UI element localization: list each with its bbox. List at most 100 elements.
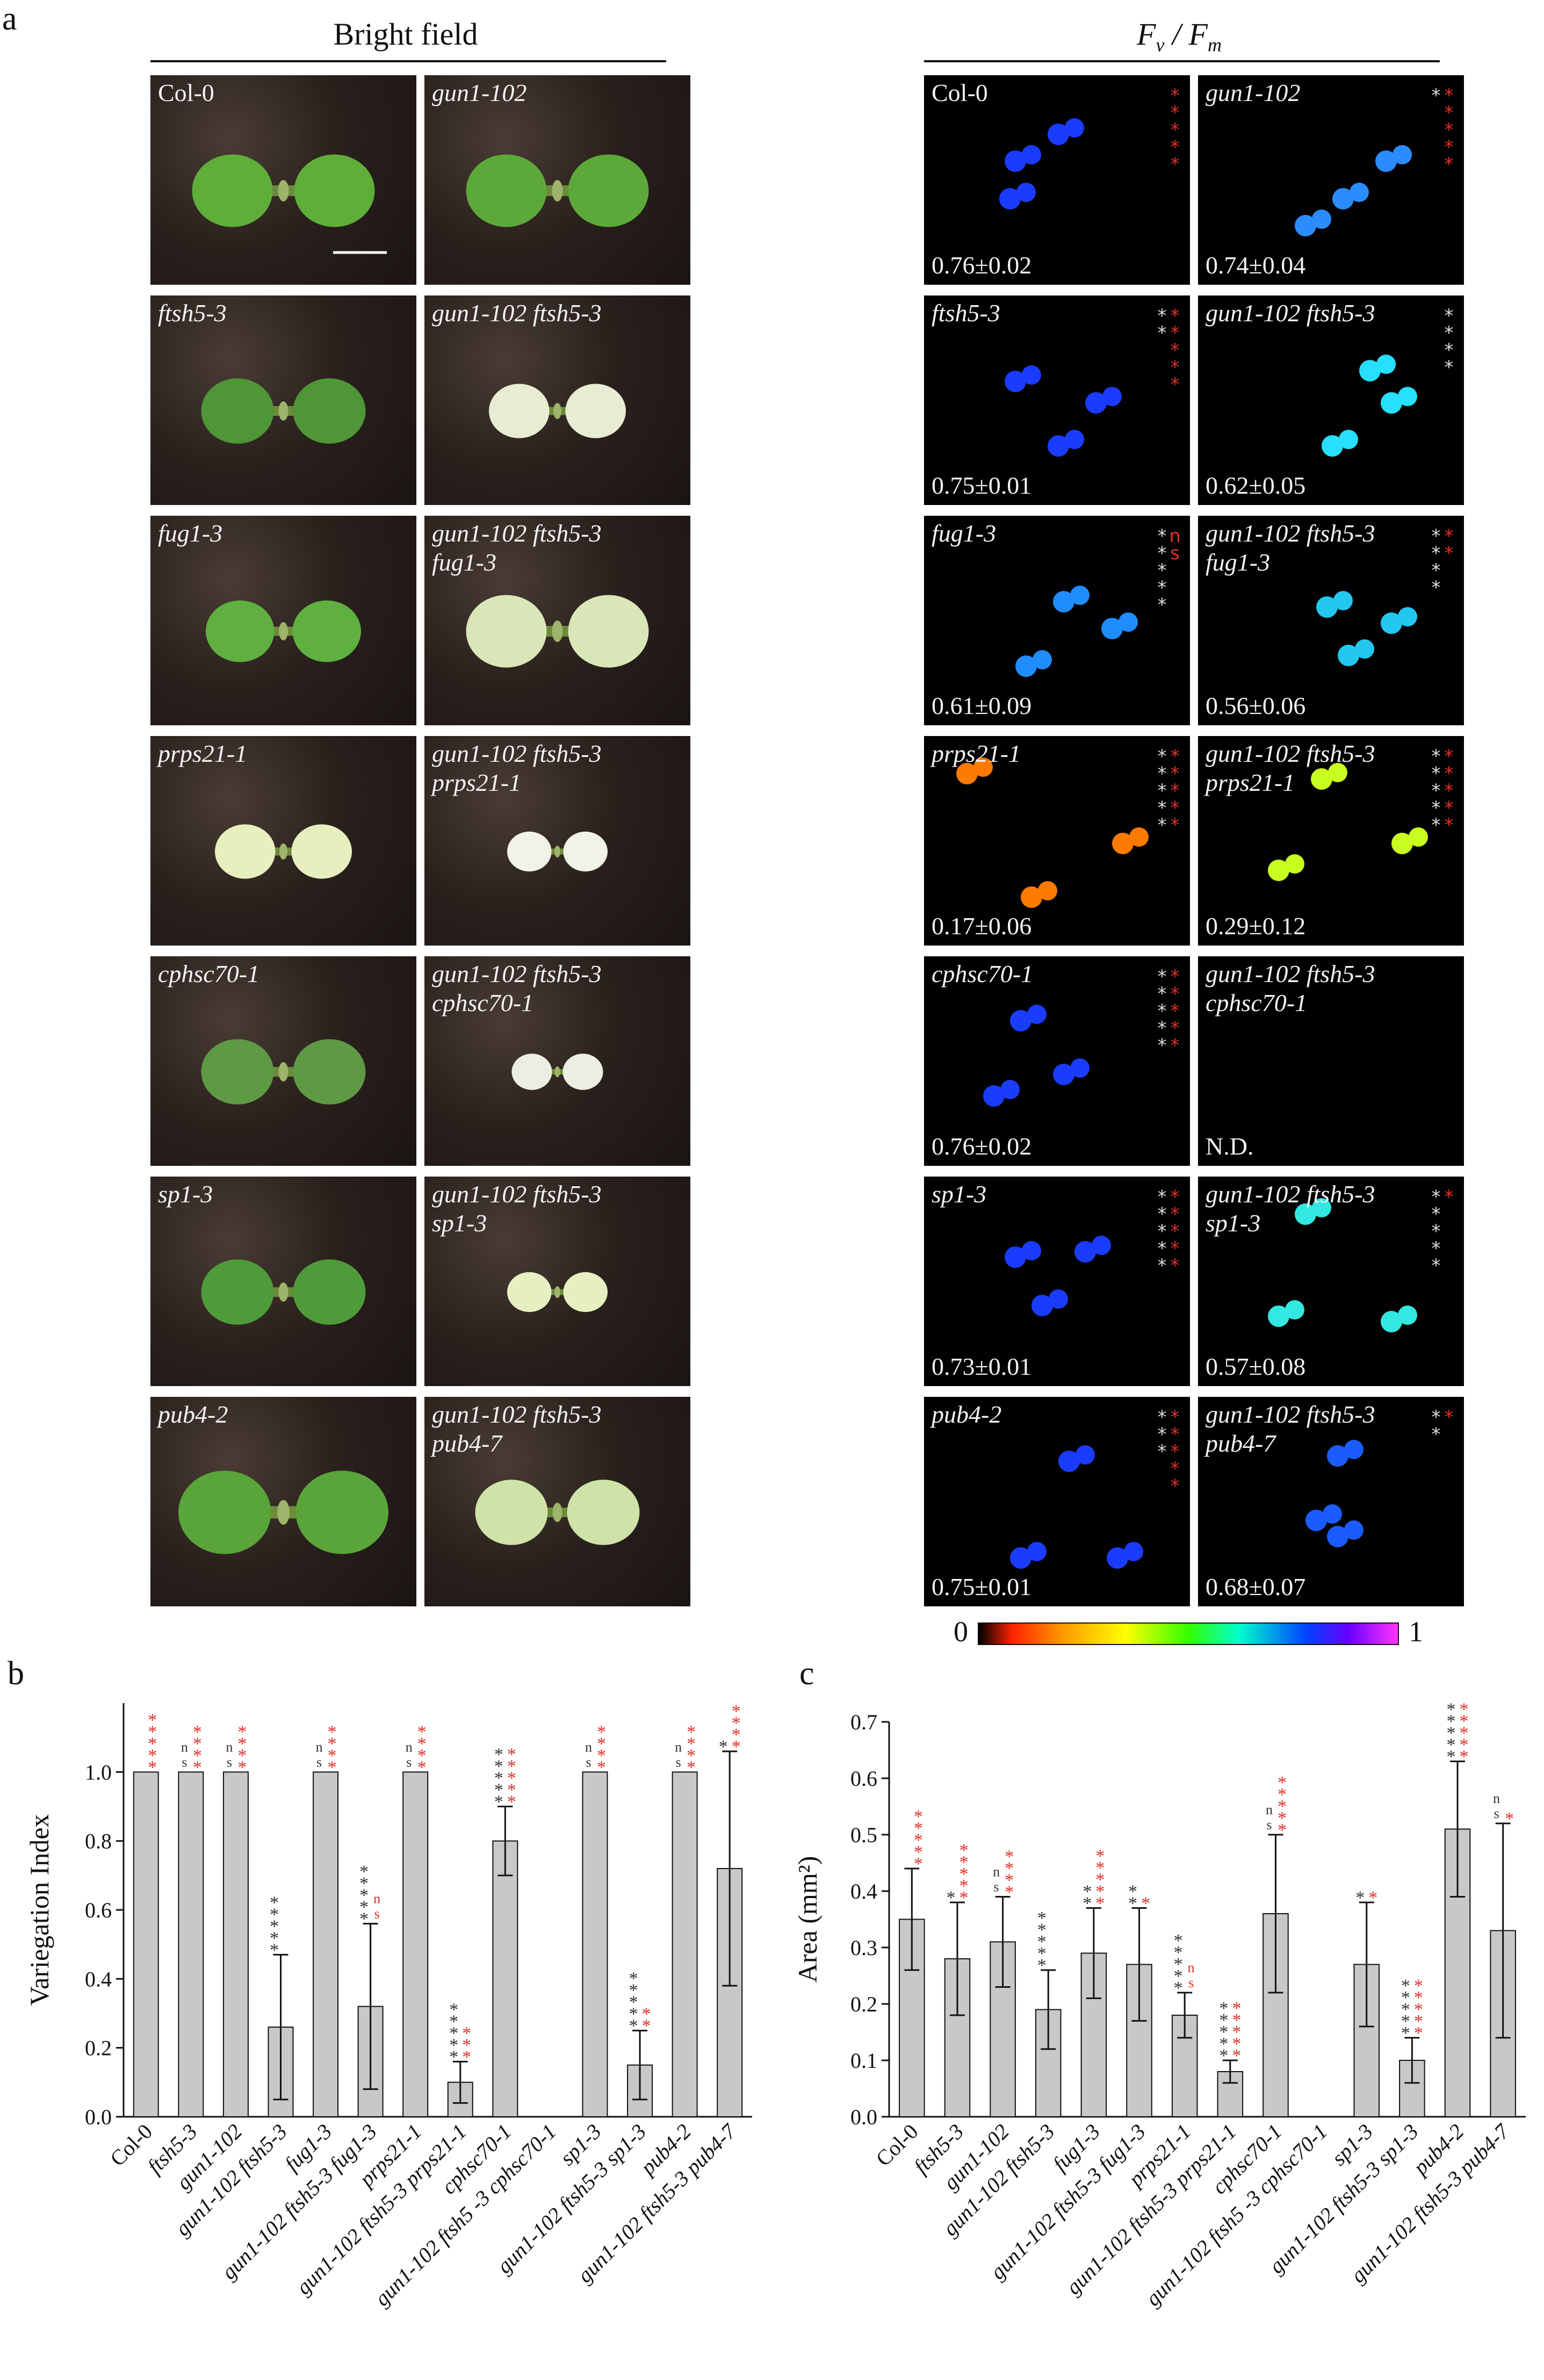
significance-mark: * (328, 1722, 337, 1742)
significance-mark: * (1505, 1809, 1514, 1829)
significance-mark: * (494, 1757, 503, 1777)
seedling-image (206, 600, 361, 662)
fvfm-value: 0.75±0.01 (932, 472, 1032, 499)
significance-mark: * (359, 1874, 369, 1894)
significance-mark: * (597, 1757, 606, 1777)
significance-mark: n (675, 1739, 682, 1755)
fvfm-label: gun1-102 ftsh5-3 (1206, 299, 1375, 327)
significance-mark: * (959, 1841, 968, 1860)
significance-stars: * ** (1431, 1407, 1454, 1445)
fvfm-value: 0.29±0.12 (1206, 912, 1306, 940)
fvfm-label: Col-0 (932, 79, 988, 106)
y-tick-label: 0.7 (850, 1710, 877, 1734)
significance-mark: s (1494, 1806, 1499, 1821)
significance-mark: * (417, 1734, 427, 1754)
significance-mark: * (1232, 2022, 1241, 2042)
significance-mark: * (1128, 1882, 1137, 1902)
seedling-image (489, 384, 626, 438)
significance-mark: * (642, 2004, 651, 2024)
significance-mark: * (449, 2047, 458, 2067)
significance-mark: * (1401, 2023, 1410, 2043)
significance-mark: s (316, 1754, 322, 1770)
bright-field-tile: gun1-102 ftsh5-3 (424, 295, 690, 505)
y-axis-label: Area (mm²) (792, 1856, 822, 1983)
significance-mark: * (237, 1746, 247, 1765)
significance-mark: * (1219, 2010, 1228, 2030)
fvfm-label: cphsc70-1 (932, 960, 1034, 987)
significance-mark: * (687, 1757, 696, 1777)
significance-mark: * (1037, 1932, 1047, 1952)
fvfm-tile: fug1-3 0.61±0.09 * * * * *n s (924, 516, 1190, 725)
significance-mark: n (585, 1739, 592, 1755)
significance-mark: * (597, 1734, 606, 1754)
fvfm-tile: gun1-102 ftsh5-3 cphsc70-1 N.D. (1198, 956, 1464, 1166)
significance-mark: * (687, 1722, 696, 1742)
fvfm-label: pub4-2 (932, 1401, 1002, 1428)
bright-field-label: Col-0 (158, 79, 214, 106)
bright-field-label: gun1-102 ftsh5-3 pub4-7 (432, 1401, 602, 1457)
y-tick-label: 0.3 (850, 1936, 877, 1960)
significance-mark: * (1095, 1894, 1105, 1914)
significance-mark: * (1219, 2046, 1228, 2066)
significance-mark: * (449, 2023, 458, 2043)
significance-mark: * (237, 1722, 247, 1742)
scale-max-label: 1 (1409, 1615, 1423, 1648)
significance-mark: n (1266, 1802, 1273, 1818)
significance-stars: * * * * ** * * * * (1157, 966, 1180, 1056)
significance-mark: * (270, 1916, 279, 1936)
significance-mark: * (417, 1722, 427, 1742)
fvfm-tile: prps21-1 0.17±0.06 * * * * ** * * * * (924, 736, 1190, 946)
significance-mark: * (193, 1757, 202, 1777)
significance-stars: ****** (1431, 1186, 1454, 1276)
fvfm-label: gun1-102 ftsh5-3 fug1-3 (1206, 520, 1375, 576)
significance-mark: * (494, 1745, 503, 1765)
significance-mark: s (676, 1754, 681, 1770)
y-tick-label: 0.8 (85, 1829, 112, 1853)
significance-mark: * (959, 1864, 968, 1884)
significance-mark: * (148, 1757, 157, 1777)
bright-field-label: fug1-3 (158, 520, 223, 547)
significance-mark: * (1368, 1888, 1377, 1908)
seedling-fluorescence (1322, 355, 1417, 457)
significance-mark: * (1219, 1999, 1228, 2018)
seedling-fluorescence (1316, 591, 1417, 666)
significance-mark: * (148, 1746, 157, 1765)
significance-mark: * (417, 1746, 427, 1765)
significance-mark: * (959, 1852, 968, 1872)
panel-a-letter: a (2, 1, 17, 37)
fvfm-tile: pub4-2 0.75±0.01 * * ** * * * * (924, 1397, 1190, 1606)
significance-mark: n (316, 1739, 323, 1755)
bar (492, 1840, 518, 2117)
fvfm-value: N.D. (1206, 1133, 1254, 1160)
bright-field-label: ftsh5-3 (158, 299, 227, 327)
significance-mark: * (1005, 1847, 1014, 1867)
seedling-fluorescence (1268, 1198, 1417, 1332)
bright-field-label: gun1-102 ftsh5-3 prps21-1 (432, 740, 602, 796)
significance-mark: * (1460, 1735, 1469, 1755)
significance-mark: * (1460, 1747, 1469, 1767)
significance-mark: * (1232, 2046, 1241, 2066)
significance-stars: * * ** * * * * (1157, 1407, 1180, 1497)
fvfm-tile: sp1-3 0.73±0.01 * * * * ** * * * * (924, 1177, 1190, 1386)
significance-mark: * (1447, 1735, 1456, 1755)
significance-mark: s (994, 1879, 999, 1895)
significance-mark: n (1493, 1791, 1500, 1806)
significance-mark: * (1095, 1882, 1105, 1902)
significance-mark: * (507, 1745, 516, 1765)
significance-stars: * * * * ** * * * * (1157, 746, 1180, 836)
significance-mark: * (359, 1909, 369, 1929)
bright-field-label: gun1-102 ftsh5-3 fug1-3 (432, 520, 602, 576)
bright-field-label: gun1-102 ftsh5-3 (432, 299, 602, 327)
seedling-fluorescence (1295, 145, 1412, 236)
significance-mark: * (1278, 1820, 1287, 1840)
significance-mark: * (914, 1842, 923, 1862)
y-tick-label: 0.0 (850, 2105, 877, 2129)
significance-mark: * (959, 1888, 968, 1908)
fvfm-tile: gun1-102 ftsh5-3 sp1-3 0.57±0.08 * * * * ** (1198, 1177, 1464, 1386)
significance-mark: * (1174, 1978, 1183, 1998)
fvfm-value: 0.57±0.08 (1206, 1353, 1306, 1380)
significance-mark: * (462, 2047, 471, 2067)
significance-mark: * (687, 1734, 696, 1754)
fvfm-value: 0.17±0.06 (932, 912, 1032, 940)
significance-mark: * (914, 1830, 923, 1850)
